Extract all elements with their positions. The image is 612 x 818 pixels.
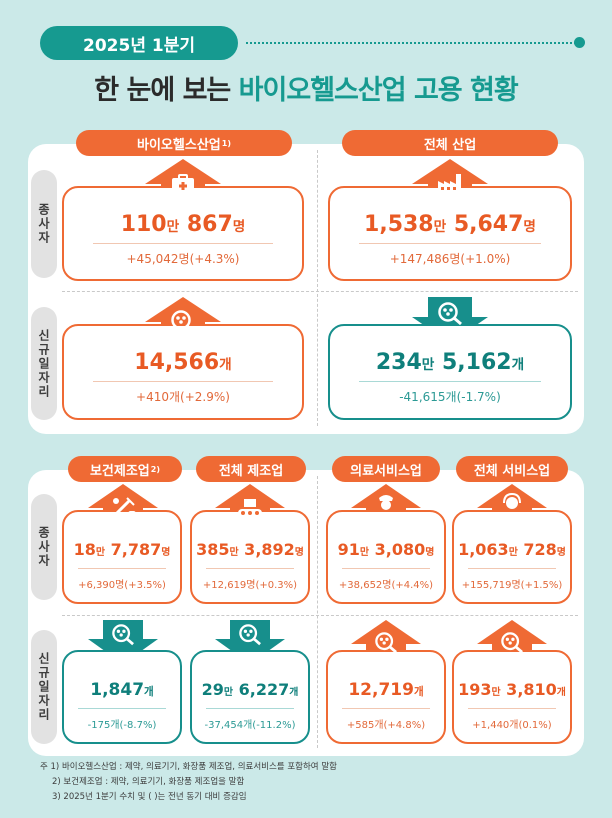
card-bio-newjobs: 14,566개 +410개(+2.9%) xyxy=(62,324,304,420)
bottom-horizontal-divider xyxy=(62,615,578,616)
header-dot xyxy=(574,37,585,48)
row-label-employees-top: 종사자 xyxy=(31,170,57,278)
card-all-employees: 1,538만 5,647명 +147,486명(+1.0%) xyxy=(328,186,572,281)
label-health-mfg: 보건제조업 2) xyxy=(68,456,182,482)
people-search-icon xyxy=(171,310,195,334)
row-label-employees-bottom: 종사자 xyxy=(31,494,57,600)
nurse-icon xyxy=(376,495,396,519)
header-dotted-line xyxy=(246,42,576,44)
people-search-icon xyxy=(501,632,523,654)
factory-icon xyxy=(438,174,461,193)
conveyor-belt-icon xyxy=(238,499,262,517)
card-all-mfg-newjobs: 29만 6,227개 -37,454개(-11.2%) xyxy=(190,650,310,744)
card-health-mfg-employees: 18만 7,787명 +6,390명(+3.5%) xyxy=(62,510,182,604)
change-all-mfg-newjobs: -37,454개(-11.2%) xyxy=(204,720,296,731)
card-medical-svc-newjobs: 12,719개 +585개(+4.8%) xyxy=(326,650,446,744)
footnote-3: 3) 2025년 1분기 수치 및 ( )는 전년 동기 대비 증감임 xyxy=(52,792,247,802)
footnotes: 주 1) 바이오헬스산업 : 제약, 의료기기, 화장품 제조업, 의료서비스를… xyxy=(40,760,337,805)
top-vertical-divider xyxy=(317,150,318,426)
medical-kit-icon xyxy=(172,174,194,193)
change-all-mfg-employees: +12,619명(+0.3%) xyxy=(202,580,298,591)
change-medical-svc-newjobs: +585개(+4.8%) xyxy=(346,720,426,731)
down-arrow-health-mfg-newjobs xyxy=(88,620,158,664)
card-all-mfg-employees: 385만 3,892명 +12,619명(+0.3%) xyxy=(190,510,310,604)
down-arrow-all-mfg-newjobs xyxy=(215,620,285,664)
change-bio-employees: +45,042명(+4.3%) xyxy=(126,252,240,266)
card-all-svc-newjobs: 193만 3,810개 +1,440개(0.1%) xyxy=(452,650,572,744)
card-health-mfg-newjobs: 1,847개 -175개(-8.7%) xyxy=(62,650,182,744)
footnote-1: 주 1) 바이오헬스산업 : 제약, 의료기기, 화장품 제조업, 의료서비스를… xyxy=(40,762,337,772)
label-medical-svc: 의료서비스업 xyxy=(332,456,440,482)
card-all-svc-employees: 1,063만 728명 +155,719명(+1.5%) xyxy=(452,510,572,604)
people-search-icon xyxy=(438,302,462,326)
top-horizontal-divider xyxy=(62,291,578,292)
footnote-2: 2) 보건제조업 : 제약, 의료기기, 화장품 제조업을 말함 xyxy=(52,777,245,787)
row-label-newjobs-top: 신규일자리 xyxy=(31,307,57,420)
change-all-newjobs: -41,615개(-1.7%) xyxy=(399,390,501,404)
bottom-vertical-divider xyxy=(317,476,318,748)
title-highlight: 바이오헬스산업 고용 현황 xyxy=(238,75,519,106)
page-title: 한 눈에 보는 바이오헬스산업 고용 현황 xyxy=(0,68,612,107)
change-health-mfg-newjobs: -175개(-8.7%) xyxy=(87,720,157,731)
change-all-svc-newjobs: +1,440개(0.1%) xyxy=(472,720,552,731)
label-all-svc: 전체 서비스업 xyxy=(456,456,568,482)
pharma-equipment-icon xyxy=(111,497,136,519)
change-medical-svc-employees: +38,652명(+4.4%) xyxy=(338,580,434,591)
row-label-newjobs-bottom: 신규일자리 xyxy=(31,630,57,744)
title-prefix: 한 눈에 보는 xyxy=(94,75,239,106)
label-bio: 바이오헬스산업 1) xyxy=(76,130,292,156)
label-all-industry: 전체 산업 xyxy=(342,130,558,156)
people-search-icon xyxy=(375,632,397,654)
change-all-svc-employees: +155,719명(+1.5%) xyxy=(461,580,563,591)
card-medical-svc-employees: 91만 3,080명 +38,652명(+4.4%) xyxy=(326,510,446,604)
change-bio-newjobs: +410개(+2.9%) xyxy=(136,390,230,404)
people-search-icon xyxy=(239,624,261,646)
change-health-mfg-employees: +6,390명(+3.5%) xyxy=(78,580,166,591)
period-badge: 2025년 1분기 xyxy=(40,26,238,60)
card-all-newjobs: 234만 5,162개 -41,615개(-1.7%) xyxy=(328,324,572,420)
label-all-mfg: 전체 제조업 xyxy=(196,456,306,482)
change-all-employees: +147,486명(+1.0%) xyxy=(389,252,511,266)
service-worker-icon xyxy=(502,492,522,519)
card-bio-employees: 110만 867명 +45,042명(+4.3%) xyxy=(62,186,304,281)
people-search-icon xyxy=(112,624,134,646)
